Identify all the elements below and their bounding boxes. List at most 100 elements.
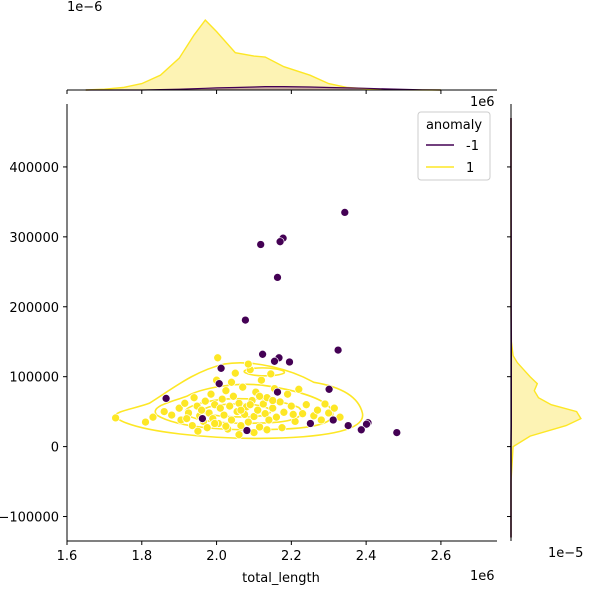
normal-point: [230, 368, 240, 378]
legend-title: anomaly: [426, 118, 482, 133]
x-axis-ticks: 1.6 1.8 2.0 2.2 2.4 2.6: [57, 541, 451, 564]
x-tick-label: 2.2: [281, 549, 302, 564]
anomaly-point: [258, 349, 267, 359]
normal-point: [159, 407, 169, 416]
normal-point: [182, 414, 192, 423]
legend-box: [417, 111, 491, 181]
scatter-points: [111, 208, 402, 440]
anomaly-point: [306, 419, 315, 428]
normal-point: [197, 405, 206, 415]
y-tick-label: −100000: [0, 511, 59, 526]
normal-point: [329, 403, 339, 413]
normal-point: [253, 405, 263, 415]
y-tick-label: 0: [51, 441, 59, 456]
legend: anomaly -1 1: [417, 111, 491, 181]
normal-point: [249, 412, 259, 421]
normal-point: [227, 415, 236, 425]
normal-point: [227, 377, 236, 387]
normal-point: [262, 425, 272, 435]
right-marginal-density: [507, 104, 582, 541]
normal-point: [213, 353, 223, 363]
normal-point: [215, 403, 225, 413]
normal-point: [217, 394, 227, 404]
top-marginal-offset-text: 1e−6: [67, 0, 102, 15]
anomaly-point: [328, 415, 338, 425]
normal-point: [225, 401, 235, 411]
x-tick-label: 2.0: [206, 549, 227, 564]
normal-point: [148, 412, 158, 422]
anomaly-point: [241, 315, 250, 325]
normal-point: [266, 369, 276, 379]
anomaly-point: [214, 379, 224, 389]
top-density-anomaly-fill: [85, 86, 441, 90]
normal-point: [187, 421, 197, 430]
normal-point: [141, 417, 150, 427]
normal-point: [279, 407, 289, 417]
right-density-normal-fill: [511, 118, 581, 538]
normal-point: [200, 396, 210, 406]
normal-point: [316, 415, 326, 425]
normal-point: [298, 409, 307, 419]
normal-point: [202, 423, 212, 433]
normal-point: [268, 403, 278, 413]
normal-point: [294, 384, 304, 394]
y-axis-ticks: −100000 0 100000 200000 300000 400000: [0, 161, 67, 526]
anomaly-point: [340, 208, 350, 217]
anomaly-point: [362, 419, 371, 429]
anomaly-point: [333, 345, 343, 355]
top-marginal-density: [66, 19, 497, 94]
normal-point: [234, 430, 244, 440]
anomaly-point: [285, 357, 294, 367]
normal-point: [301, 400, 311, 410]
normal-point: [313, 405, 322, 415]
anomaly-point: [216, 363, 226, 373]
normal-point: [229, 391, 238, 401]
normal-point: [268, 396, 278, 405]
normal-point: [189, 393, 199, 403]
anomaly-point: [198, 414, 207, 423]
normal-point: [260, 409, 270, 419]
normal-point: [264, 415, 274, 425]
normal-point: [111, 413, 120, 423]
top-marginal-ticks: [66, 90, 442, 94]
normal-point: [174, 403, 184, 413]
anomaly-point: [161, 394, 171, 403]
normal-point: [221, 421, 231, 431]
normal-point: [283, 389, 292, 399]
anomaly-point: [392, 428, 402, 437]
right-marginal-ticks: [507, 166, 511, 518]
normal-point: [221, 386, 231, 396]
normal-point: [236, 421, 246, 430]
x-tick-label: 1.8: [131, 549, 152, 564]
main-scatter-plot: 1.6 1.8 2.0 2.2 2.4 2.6 −100000 0 100000 200000 3…: [0, 104, 497, 586]
legend-label-normal: 1: [466, 161, 474, 176]
normal-point: [272, 412, 281, 422]
legend-label-anomaly: -1: [466, 139, 479, 154]
normal-point: [238, 382, 248, 392]
normal-point: [277, 423, 287, 433]
anomaly-point: [343, 421, 353, 430]
normal-point: [255, 422, 264, 432]
right-marginal-offset-text: 1e−5: [548, 546, 583, 561]
normal-point: [257, 375, 266, 385]
normal-point: [210, 419, 220, 428]
normal-point: [243, 417, 253, 427]
x-tick-label: 1.6: [57, 549, 78, 564]
normal-point: [206, 389, 216, 399]
normal-point: [180, 398, 190, 408]
x-axis-label: total_length: [242, 571, 320, 586]
normal-point: [236, 405, 246, 415]
x-axis-offset-text: 1e6: [470, 569, 495, 584]
anomaly-point: [242, 426, 252, 435]
x-tick-label: 2.4: [356, 549, 377, 564]
normal-point: [258, 399, 268, 409]
anomaly-point: [275, 237, 285, 247]
y-tick-label: 300000: [9, 231, 59, 246]
anomaly-point: [356, 425, 366, 435]
kde-contour: [114, 362, 364, 440]
normal-point: [249, 428, 259, 437]
normal-point: [320, 399, 330, 409]
normal-point: [275, 397, 285, 407]
normal-point: [255, 391, 264, 401]
